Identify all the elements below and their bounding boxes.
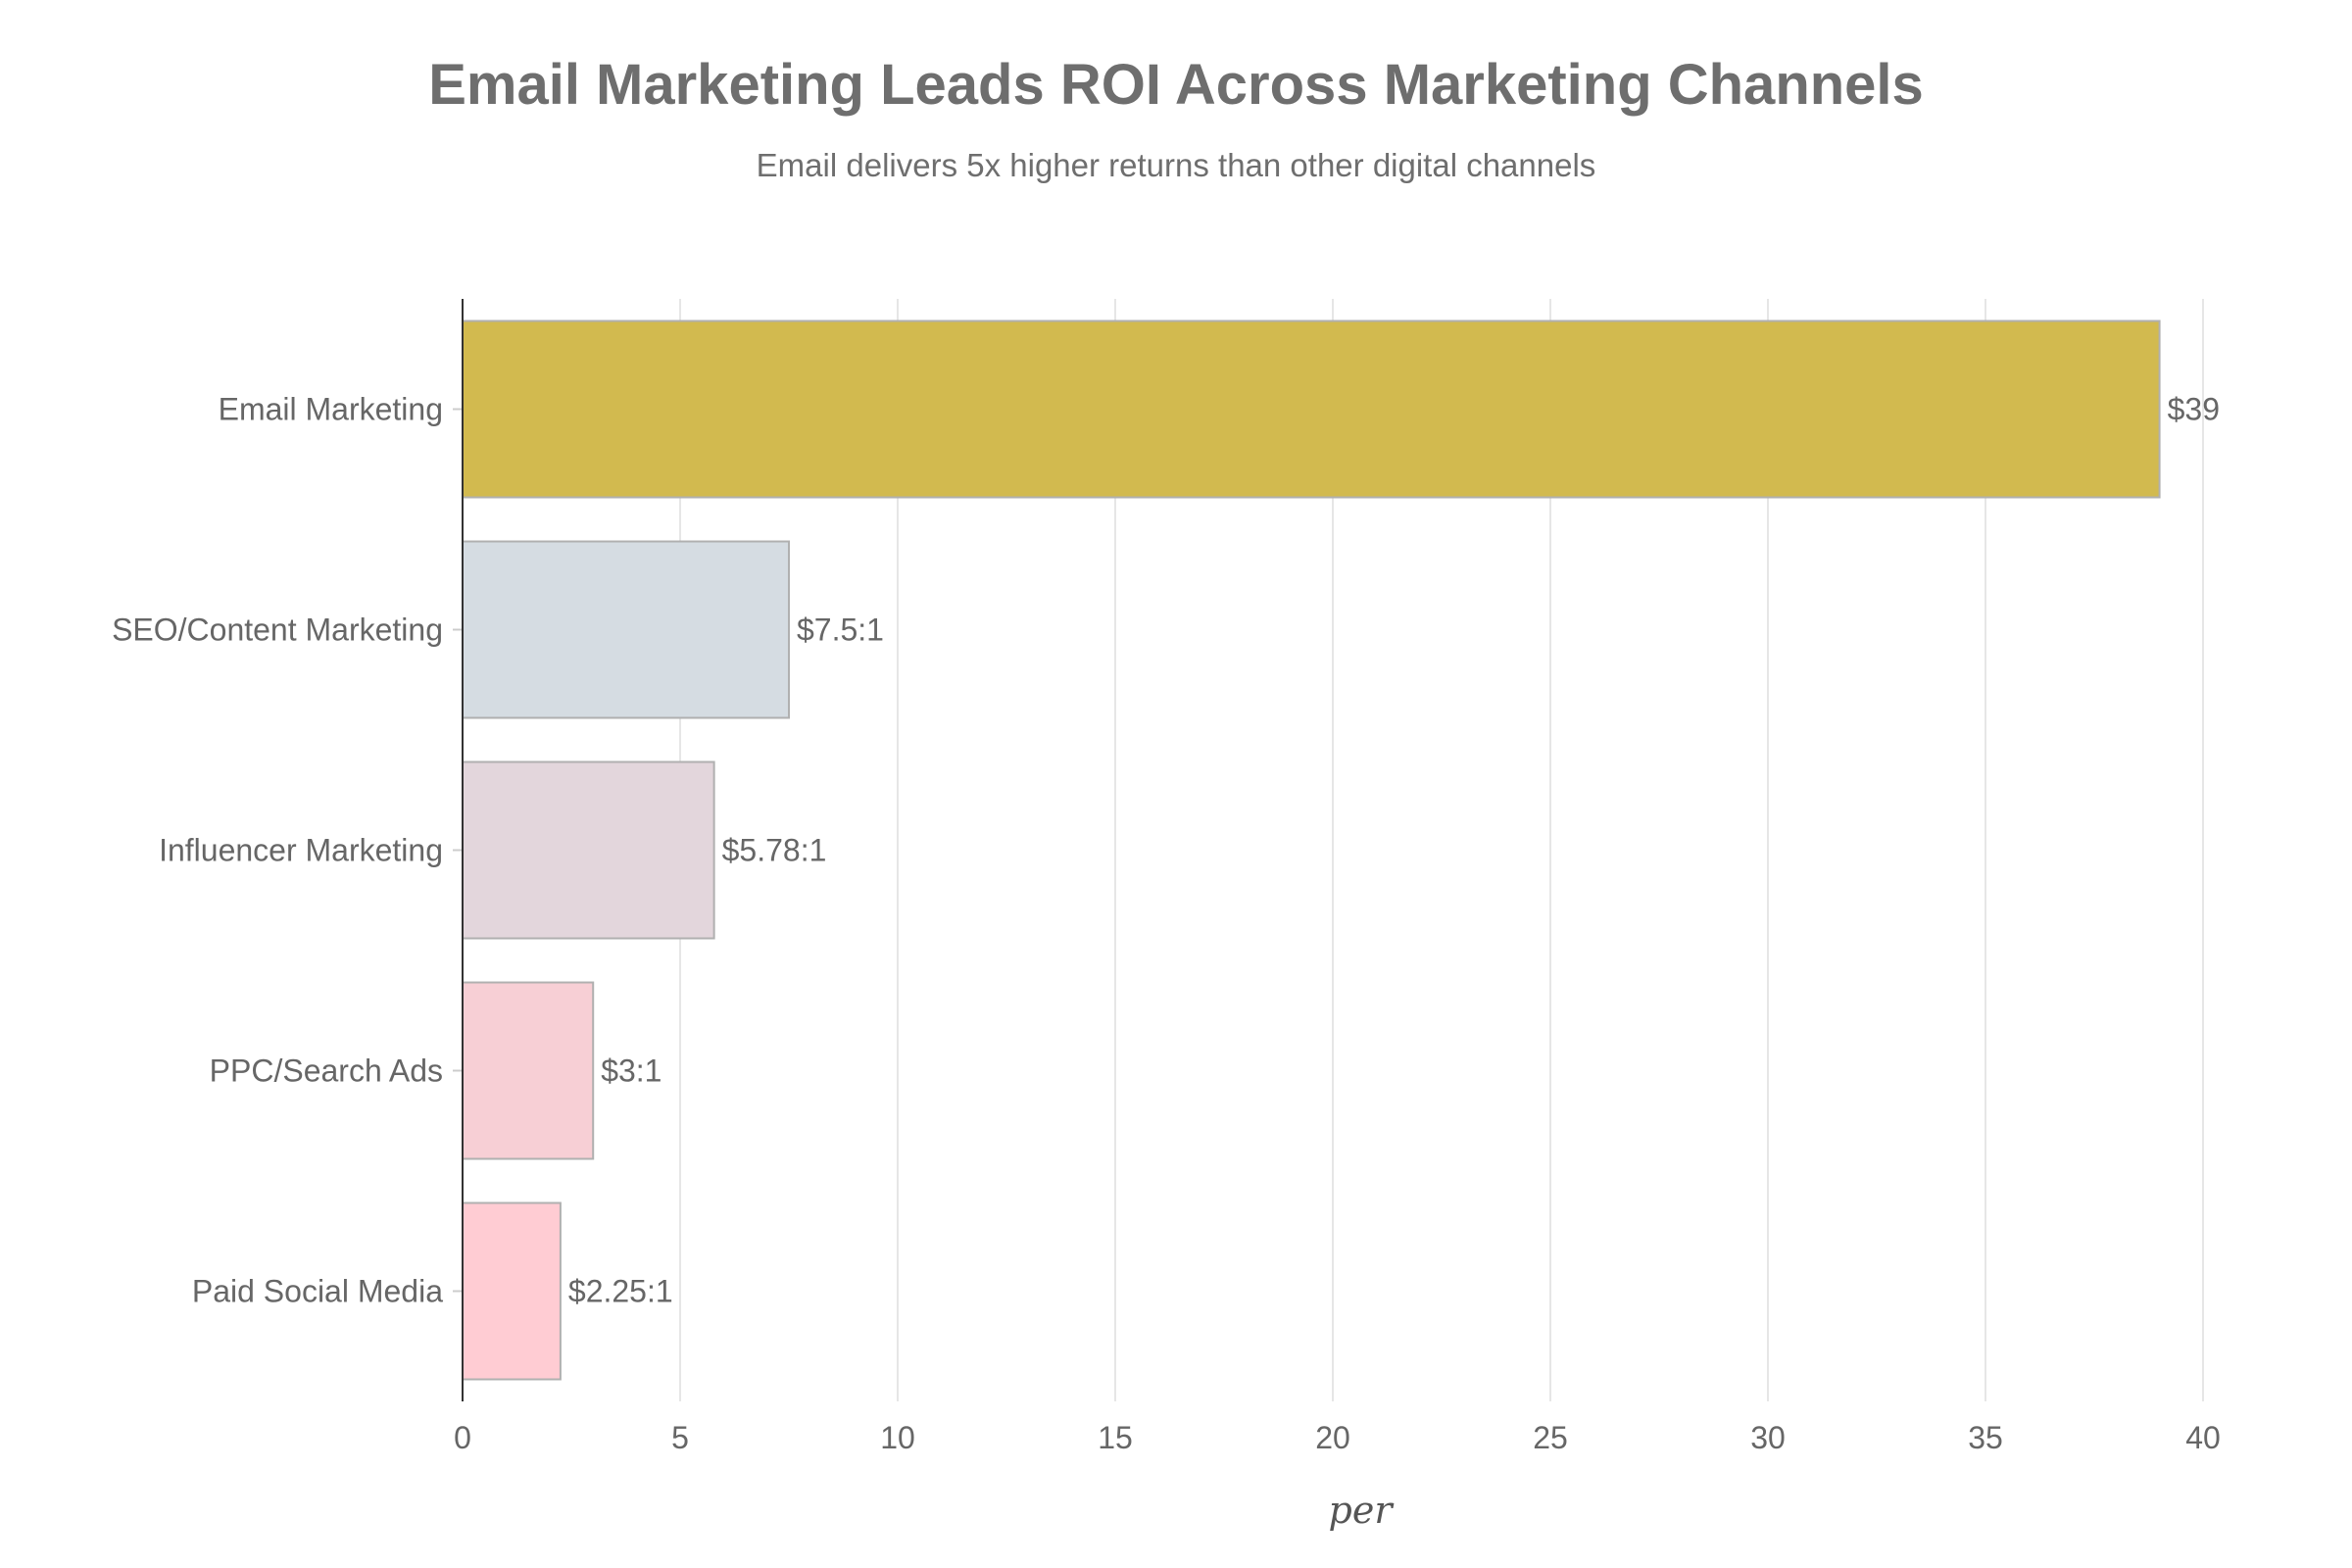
labels: 0 5 10 15 20 25 30 35 40 Email Marketing $39 SEO/Co…: [112, 392, 2221, 1456]
bars: [462, 319, 2161, 1381]
x-tick-label: 5: [671, 1420, 689, 1455]
category-label: Email Marketing: [219, 392, 443, 427]
chart-title: Email Marketing Leads ROI Across Marketi…: [428, 53, 1924, 117]
category-label: SEO/Content Marketing: [112, 612, 443, 648]
chart-subtitle: Email delivers 5x higher returns than ot…: [757, 147, 1596, 183]
data-label: $39: [2168, 392, 2220, 427]
x-tick-label: 30: [1750, 1420, 1786, 1455]
x-axis-title: per: [1329, 1489, 1396, 1532]
data-label: $7.5:1: [797, 612, 884, 648]
category-label: Influencer Marketing: [159, 833, 443, 868]
bar-paid-social-media: [462, 1201, 562, 1381]
bar-influencer-marketing: [462, 760, 715, 940]
x-tick-label: 20: [1315, 1420, 1350, 1455]
data-label: $5.78:1: [722, 833, 827, 868]
category-label: Paid Social Media: [192, 1274, 443, 1309]
data-label: $2.25:1: [568, 1274, 673, 1309]
bar-ppc-search-ads: [462, 981, 595, 1160]
x-tick-label: 15: [1098, 1420, 1133, 1455]
data-label: $3:1: [601, 1054, 662, 1089]
x-tick-label: 35: [1968, 1420, 2003, 1455]
x-tick-label: 10: [880, 1420, 915, 1455]
x-tick-label: 0: [454, 1420, 471, 1455]
x-tick-label: 40: [2185, 1420, 2221, 1455]
category-label: PPC/Search Ads: [210, 1054, 443, 1089]
axes: [453, 299, 464, 1401]
bar-seo-content-marketing: [462, 540, 790, 719]
x-tick-label: 25: [1533, 1420, 1568, 1455]
bar-email-marketing: [462, 319, 2161, 499]
